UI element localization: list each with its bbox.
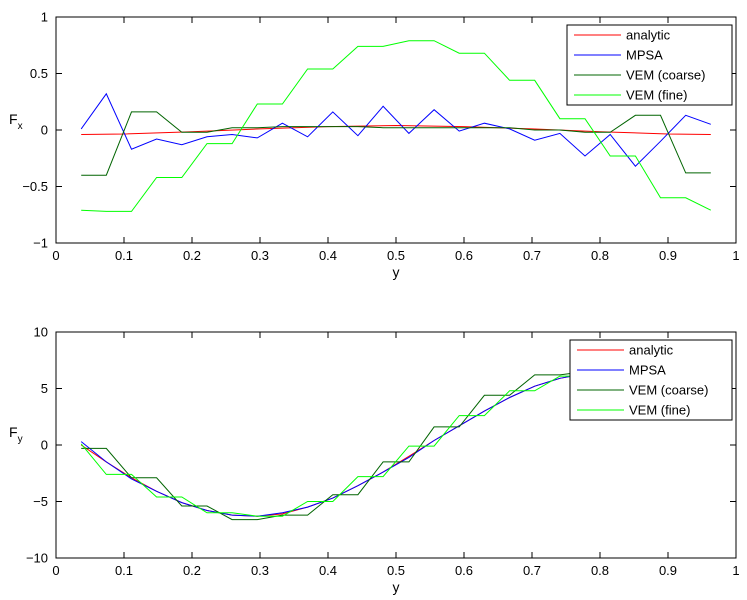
y-tick-label: −10 bbox=[26, 551, 48, 566]
y-tick-label: 0.5 bbox=[30, 66, 48, 81]
series-line-analytic bbox=[81, 124, 711, 135]
y-axis-label: Fy bbox=[9, 424, 23, 445]
y-tick-label: 10 bbox=[34, 325, 48, 340]
x-tick-label: 0.2 bbox=[183, 563, 201, 578]
x-tick-label: 0.4 bbox=[319, 563, 337, 578]
x-axis-label: y bbox=[393, 579, 400, 595]
x-tick-label: 0.8 bbox=[591, 248, 609, 263]
x-tick-label: 1 bbox=[732, 563, 739, 578]
legend-label: VEM (coarse) bbox=[626, 68, 705, 83]
x-tick-label: 0.7 bbox=[523, 248, 541, 263]
y-tick-label: 1 bbox=[41, 10, 48, 25]
legend: analytic MPSA VEM (coarse) VEM (fine) bbox=[569, 339, 733, 421]
x-tick-label: 0.1 bbox=[115, 563, 133, 578]
series-group bbox=[80, 40, 712, 212]
series-line-vem-fine bbox=[81, 40, 712, 212]
legend-label: VEM (coarse) bbox=[629, 383, 708, 398]
x-tick-label: 0.7 bbox=[523, 563, 541, 578]
y-tick-label: −1 bbox=[33, 236, 48, 251]
x-tick-label: 0.5 bbox=[387, 248, 405, 263]
x-tick-label: 0.5 bbox=[387, 563, 405, 578]
x-tick-label: 0.6 bbox=[455, 248, 473, 263]
x-tick-label: 0.6 bbox=[455, 563, 473, 578]
legend-label: analytic bbox=[626, 28, 671, 43]
legend-label: VEM (fine) bbox=[626, 88, 687, 103]
legend-label: MPSA bbox=[626, 48, 663, 63]
y-tick-label: −0.5 bbox=[22, 179, 48, 194]
series-line-mpsa bbox=[80, 92, 711, 167]
x-tick-label: 0.9 bbox=[659, 563, 677, 578]
x-tick-label: 0 bbox=[52, 248, 59, 263]
x-tick-label: 0.2 bbox=[183, 248, 201, 263]
chart-panel-1: 0 0.1 0.2 0.3 0.4 0.5 0.6 0.7 0.8 0.9 1 −1 −0.5 0 0.5 1… bbox=[9, 10, 740, 281]
x-tick-label: 0.8 bbox=[591, 563, 609, 578]
legend-box bbox=[566, 24, 733, 106]
y-tick-label: 0 bbox=[41, 438, 48, 453]
series-line-vem-coarse bbox=[81, 111, 711, 176]
x-tick-label: 0.1 bbox=[115, 248, 133, 263]
x-tick-label: 0.9 bbox=[659, 248, 677, 263]
x-tick-label: 1 bbox=[732, 248, 739, 263]
chart-panel-2: 0 0.1 0.2 0.3 0.4 0.5 0.6 0.7 0.8 0.9 1 −10 −5 0 5 10 y F… bbox=[9, 325, 740, 596]
x-tick-label: 0.3 bbox=[251, 248, 269, 263]
y-axis-label: Fx bbox=[9, 111, 23, 132]
legend-label: analytic bbox=[629, 343, 674, 358]
x-tick-label: 0 bbox=[52, 563, 59, 578]
legend-box bbox=[569, 339, 733, 421]
y-tick-label: 0 bbox=[41, 123, 48, 138]
x-tick-label: 0.3 bbox=[251, 563, 269, 578]
legend: analytic MPSA VEM (coarse) VEM (fine) bbox=[566, 24, 733, 106]
y-tick-label: 5 bbox=[41, 381, 48, 396]
x-axis-label: y bbox=[393, 264, 400, 280]
legend-label: VEM (fine) bbox=[629, 403, 690, 418]
legend-label: MPSA bbox=[629, 363, 666, 378]
y-tick-label: −5 bbox=[33, 494, 48, 509]
x-tick-label: 0.4 bbox=[319, 248, 337, 263]
